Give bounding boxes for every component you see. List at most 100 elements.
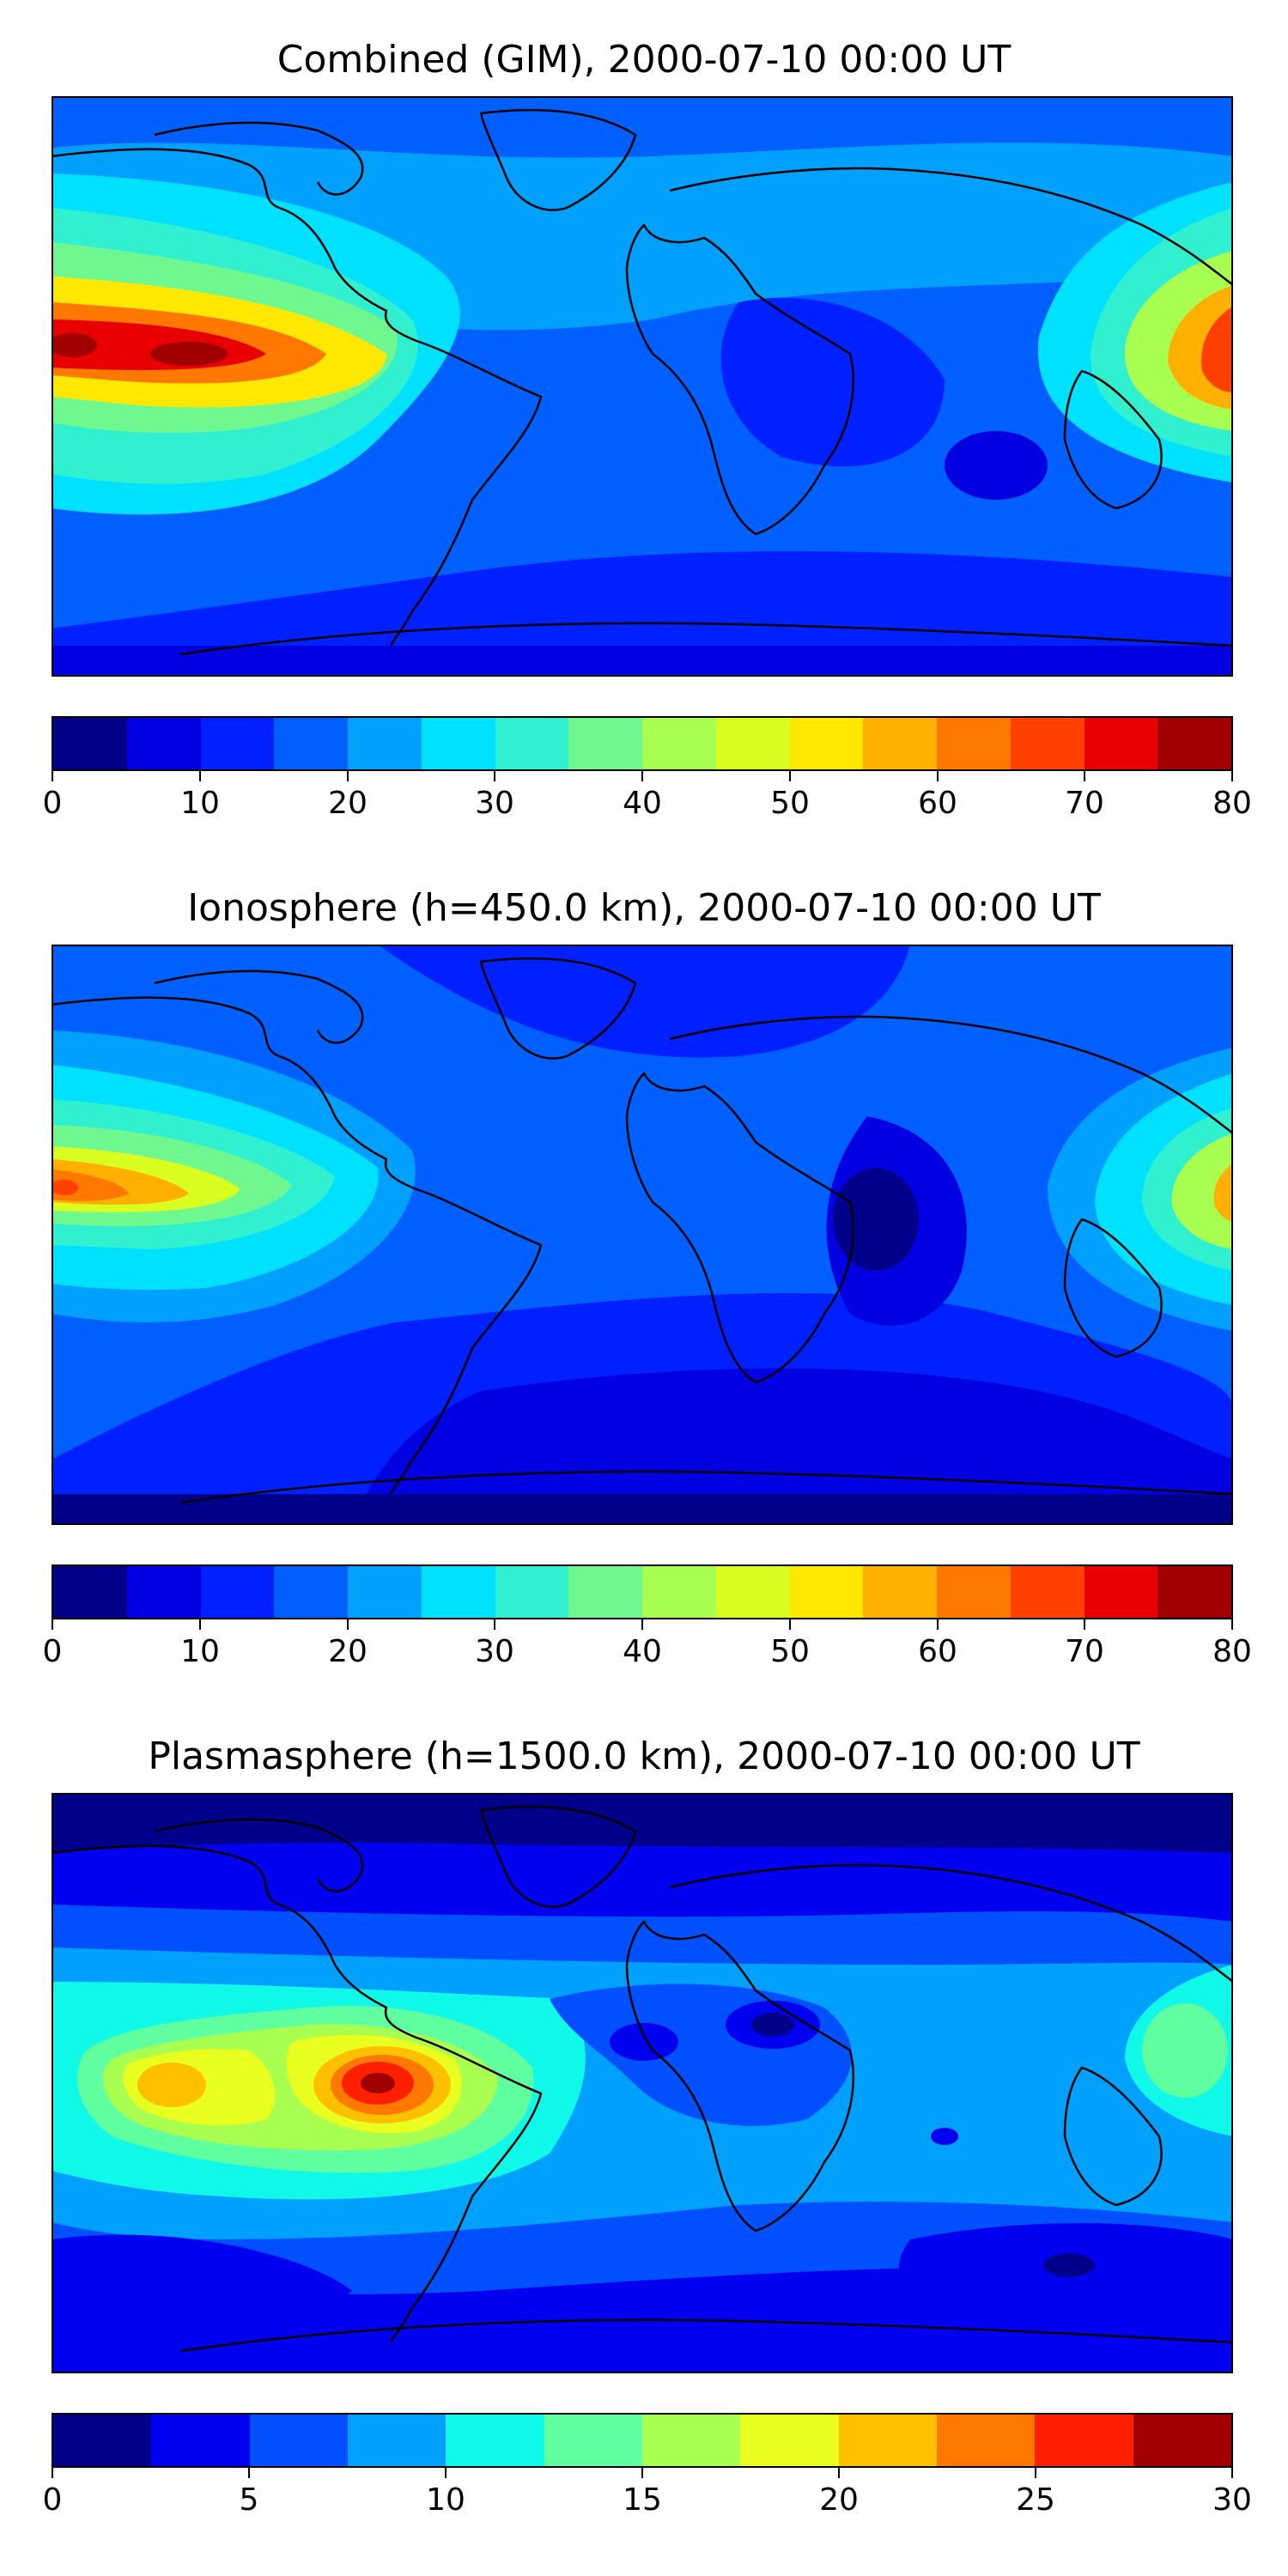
colorbar-tick [199,1619,201,1630]
colorbar-swatch [863,1566,937,1618]
colorbar-swatch [151,2415,250,2466]
colorbar-swatch [937,1566,1011,1618]
panel-title-combined: Combined (GIM), 2000-07-10 00:00 UT [276,38,1012,82]
colorbar-tick [494,1619,495,1630]
map-plasmasphere [52,1793,1233,2373]
colorbar-tick [641,1619,643,1630]
colorbar-swatch [1084,718,1158,769]
colorbar-swatch [347,2415,447,2466]
colorbar-tick [1084,1619,1085,1630]
colorbar-tick [494,771,495,781]
colorbar-swatch [568,1566,642,1618]
colorbar-swatch [936,2415,1036,2466]
colorbar-swatch [715,718,790,769]
colorbar-tick-label: 20 [328,786,368,821]
map-combined [52,96,1233,677]
colorbar-swatch [200,1566,275,1618]
panel-title-plasmasphere: Plasmasphere (h=1500.0 km), 2000-07-10 0… [148,1735,1140,1778]
colorbar-tick-label: 10 [180,1634,220,1669]
colorbar-swatch [641,2415,741,2466]
colorbar-tick-label: 60 [918,786,957,821]
colorbar-tick [1035,2468,1036,2478]
colorbar-tick-label: 30 [475,786,514,821]
colorbar-swatch [421,1566,495,1618]
colorbar-tick [199,771,201,781]
colorbar-tick-label: 70 [1065,786,1104,821]
colorbar-tick-label: 0 [42,786,63,821]
colorbar-tick-label: 20 [328,1634,368,1669]
colorbar-swatch [789,718,864,769]
colorbar-swatch [53,2415,152,2466]
colorbar-swatch [274,1566,348,1618]
colorbar-swatch [249,2415,348,2466]
colorbar-swatch [1084,1566,1158,1618]
colorbar-swatch [53,1566,127,1618]
colorbar-swatch [126,1566,201,1618]
colorbar-tick-label: 25 [1016,2482,1055,2518]
colorbar-swatch [937,718,1011,769]
colorbar-tick-label: 0 [42,2482,63,2518]
colorbar-swatch [126,718,201,769]
colorbar-swatch [1157,718,1231,769]
colorbar-swatch [568,718,642,769]
colorbar-swatches [52,2413,1233,2468]
colorbar-swatch [1035,2415,1133,2466]
colorbar-swatch [715,1566,790,1618]
colorbar-tick [347,771,349,781]
colorbar-tick [937,771,939,781]
colorbar-tick [789,1619,791,1630]
colorbar-swatch [348,1566,422,1618]
colorbar-swatch [789,1566,864,1618]
colorbar-tick [641,2468,643,2478]
colorbar-swatch [274,718,348,769]
colorbar-tick [52,1619,53,1630]
map-ionosphere [52,945,1233,1525]
colorbar-tick [641,771,643,781]
colorbar-swatch [1133,2415,1231,2466]
colorbar-swatches [52,716,1233,771]
colorbar-plasmasphere: 0 5 10 15 20 25 30 [43,2413,1252,2518]
colorbar-tick-label: 40 [623,786,662,821]
colorbar-swatch [495,1566,569,1618]
colorbar-tick-label: 30 [475,1634,514,1669]
colorbar-swatch [544,2415,642,2466]
colorbar-tick [838,2468,840,2478]
colorbar-tick-label: 60 [918,1634,957,1669]
colorbar-swatch [1010,718,1084,769]
colorbar-tick [248,2468,250,2478]
colorbar-swatch [863,718,937,769]
colorbar-tick [347,1619,349,1630]
colorbar-tick-label: 15 [623,2482,662,2518]
colorbar-swatch [838,2415,937,2466]
colorbar-swatch [740,2415,839,2466]
colorbar-swatch [446,2415,544,2466]
colorbar-swatches [52,1564,1233,1619]
colorbar-swatch [1010,1566,1084,1618]
colorbar-swatch [1157,1566,1231,1618]
colorbar-tick-label: 30 [1212,2482,1252,2518]
colorbar-combined: 0 10 20 30 40 50 60 70 80 [43,716,1252,821]
colorbar-tick-label: 70 [1065,1634,1104,1669]
colorbar-tick-label: 50 [770,786,810,821]
colorbar-tick [1231,771,1233,781]
colorbar-tick-label: 80 [1212,786,1252,821]
colorbar-swatch [642,1566,716,1618]
colorbar-swatch [200,718,275,769]
colorbar-tick-label: 50 [770,1634,810,1669]
panel-title-ionosphere: Ionosphere (h=450.0 km), 2000-07-10 00:0… [187,886,1101,930]
colorbar-tick [789,771,791,781]
colorbar-tick-label: 5 [239,2482,259,2518]
colorbar-tick-label: 10 [426,2482,465,2518]
colorbar-swatch [53,718,127,769]
colorbar-tick [1231,1619,1233,1630]
colorbar-tick-label: 0 [42,1634,63,1669]
colorbar-tick [52,2468,53,2478]
colorbar-tick-label: 80 [1212,1634,1252,1669]
colorbar-tick-label: 40 [623,1634,662,1669]
colorbar-swatch [421,718,495,769]
colorbar-tick [52,771,53,781]
colorbar-swatch [495,718,569,769]
colorbar-tick-label: 20 [819,2482,859,2518]
colorbar-tick [937,1619,939,1630]
colorbar-swatch [348,718,422,769]
